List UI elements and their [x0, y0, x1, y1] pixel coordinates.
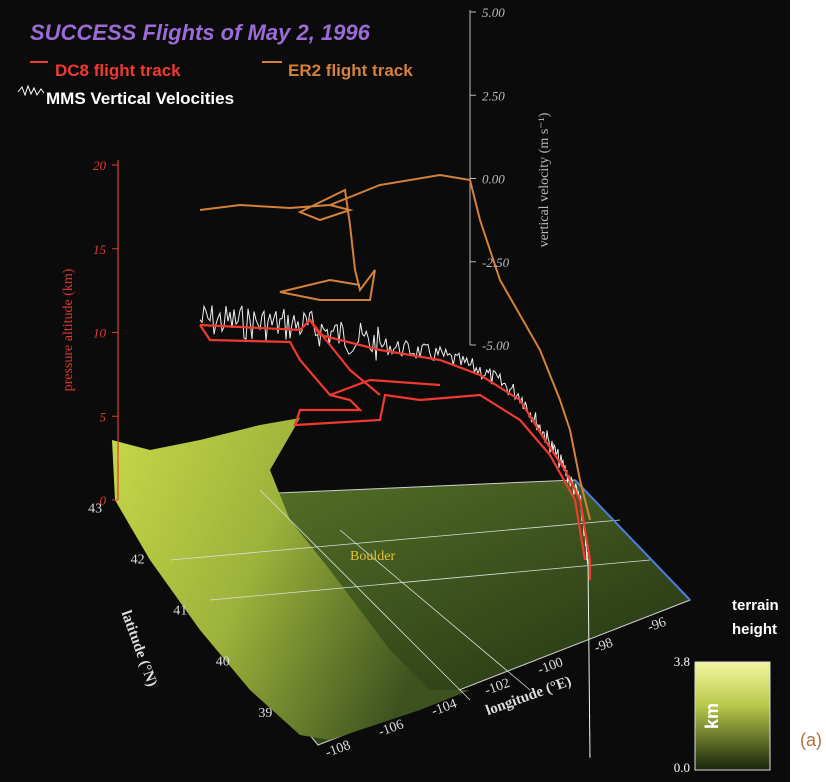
tick-label: 0.00 — [482, 172, 505, 187]
panel-label: (a) — [800, 730, 822, 750]
tick-label: 40 — [216, 655, 230, 670]
tick-label: 20 — [93, 158, 107, 173]
legend-label: DC8 flight track — [55, 61, 181, 80]
colorbar-unit: km — [702, 703, 722, 729]
place-label: Boulder — [350, 549, 395, 564]
figure: SUCCESS Flights of May 2, 1996 DC8 fligh… — [0, 0, 826, 782]
tick-label: -2.50 — [482, 255, 510, 270]
tick-label: 39 — [258, 706, 272, 721]
tick-label: 2.50 — [482, 88, 505, 103]
tick-label: 10 — [93, 326, 107, 341]
tick-label: 5 — [100, 409, 107, 424]
colorbar-min: 0.0 — [674, 760, 690, 775]
colorbar-title: terrain — [732, 597, 779, 614]
tick-label: 5.00 — [482, 5, 505, 20]
colorbar-max: 3.8 — [674, 654, 690, 669]
legend-label: MMS Vertical Velocities — [46, 89, 234, 108]
title: SUCCESS Flights of May 2, 1996 — [30, 20, 371, 45]
tick-label: 15 — [93, 242, 107, 257]
colorbar-title: height — [732, 621, 777, 638]
axis-label: vertical velocity (m s⁻¹) — [537, 112, 552, 247]
tick-label: 42 — [131, 553, 145, 568]
axis-label: pressure altitude (km) — [61, 268, 76, 391]
tick-label: 41 — [173, 604, 187, 619]
tick-label: 43 — [88, 502, 102, 517]
legend-label: ER2 flight track — [288, 61, 413, 80]
page: SUCCESS Flights of May 2, 1996 DC8 fligh… — [0, 0, 826, 782]
tick-label: -5.00 — [482, 338, 510, 353]
